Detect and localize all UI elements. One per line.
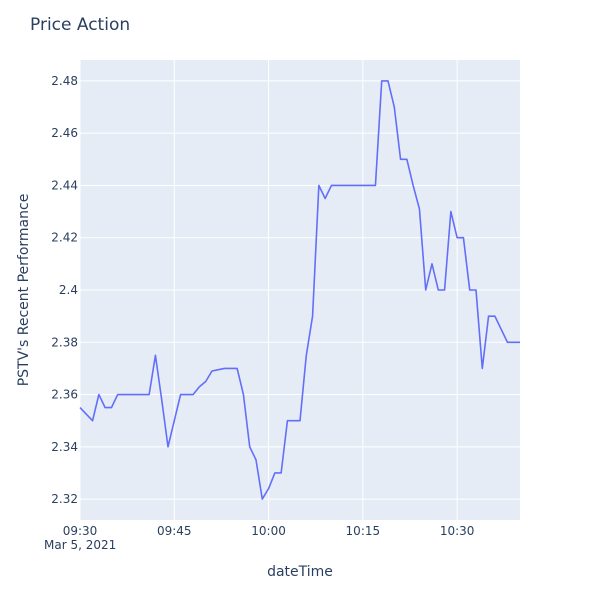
x-axis-title: dateTime xyxy=(267,564,333,580)
x-tick-label: 09:45 xyxy=(157,524,192,538)
data-points xyxy=(79,80,521,500)
y-tick-label: 2.46 xyxy=(51,126,78,140)
y-tick-label: 2.38 xyxy=(51,335,78,349)
chart-title: Price Action xyxy=(30,15,130,35)
x-tick-label: 10:30 xyxy=(440,524,475,538)
x-tick-labels: 09:30 09:45 10:00 10:15 10:30 xyxy=(63,524,475,538)
y-axis-title: PSTV's Recent Performance xyxy=(16,194,32,387)
x-tick-label: 10:00 xyxy=(251,524,286,538)
y-tick-label: 2.36 xyxy=(51,388,78,402)
y-tick-labels: 2.32 2.34 2.36 2.38 2.4 2.42 2.44 2.46 2.48 xyxy=(51,74,78,506)
x-tick-label: 09:30 xyxy=(63,524,98,538)
x-tick-label: 10:15 xyxy=(346,524,381,538)
y-tick-label: 2.34 xyxy=(51,440,78,454)
grid-lines xyxy=(79,60,520,520)
x-date-label: Mar 5, 2021 xyxy=(44,538,116,552)
y-tick-label: 2.48 xyxy=(51,74,78,88)
y-tick-label: 2.4 xyxy=(59,283,78,297)
y-tick-label: 2.44 xyxy=(51,178,78,192)
y-tick-label: 2.42 xyxy=(51,231,78,245)
y-tick-label: 2.32 xyxy=(51,492,78,506)
